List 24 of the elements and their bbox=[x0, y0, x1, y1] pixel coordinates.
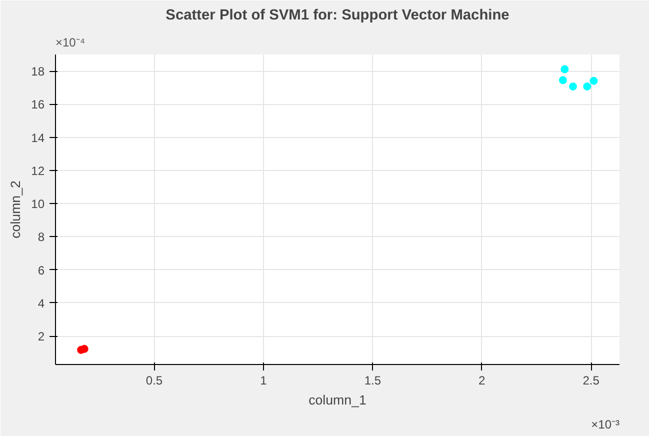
text: ×10⁻⁴ bbox=[56, 36, 86, 50]
y-tick-label: 8 bbox=[38, 230, 45, 244]
y-tick-label: 16 bbox=[31, 98, 45, 112]
y-tick-label: 6 bbox=[38, 263, 45, 278]
point bbox=[568, 82, 577, 90]
chart-title: Scatter Plot of SVM1 for: Support Vector Machine bbox=[166, 8, 510, 24]
text: ×10⁻³ bbox=[591, 418, 620, 432]
x-tick-label: 1.5 bbox=[364, 374, 382, 388]
x-axis-title: column_1 bbox=[308, 392, 366, 408]
y-tick-label: 10 bbox=[31, 197, 45, 212]
point bbox=[560, 65, 569, 74]
point bbox=[590, 76, 598, 85]
x-tick-label: 2 bbox=[478, 374, 486, 388]
y-tick-label: 14 bbox=[31, 130, 45, 145]
x-tick-label: 0.5 bbox=[146, 374, 163, 388]
y-tick-label: 12 bbox=[31, 164, 45, 178]
x-tick-label: 2.5 bbox=[582, 374, 600, 388]
y-axis-title: column_2 bbox=[8, 180, 24, 238]
y-tick-label: 2 bbox=[38, 330, 45, 344]
y-tick-label: 18 bbox=[31, 64, 45, 79]
point bbox=[558, 76, 567, 84]
x-tick-label: 1 bbox=[260, 374, 268, 388]
y-tick-label: 4 bbox=[38, 296, 45, 310]
point bbox=[583, 82, 592, 90]
